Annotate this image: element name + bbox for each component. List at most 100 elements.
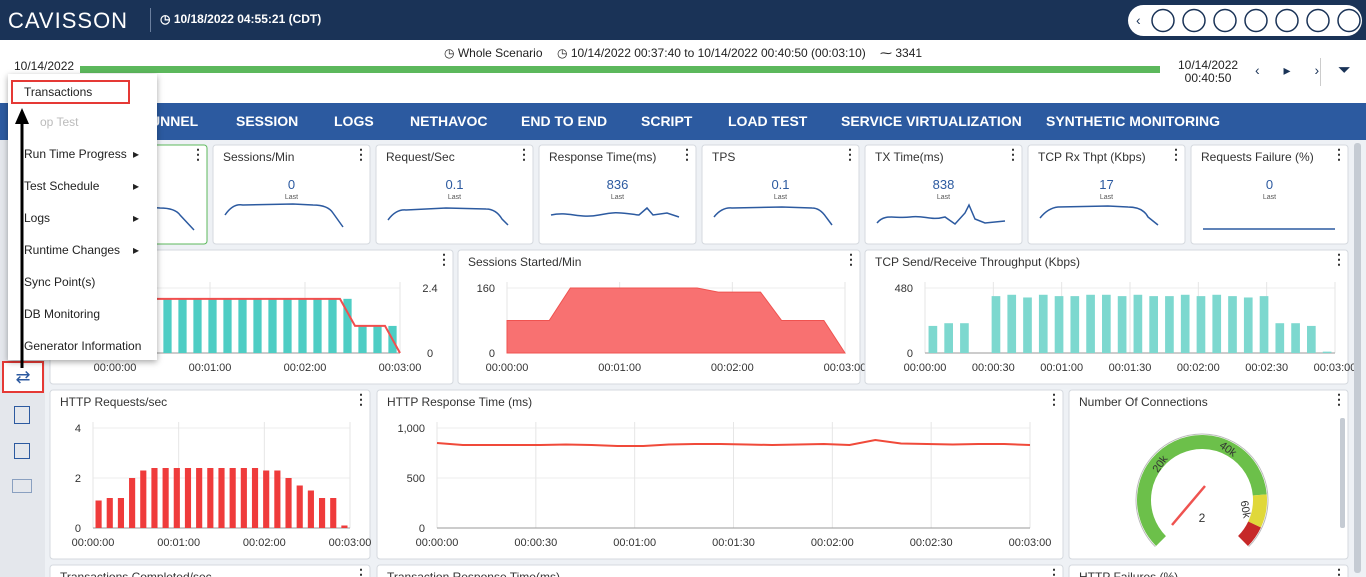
y-tick-label: 2.4 xyxy=(422,283,437,295)
x-tick-label: 00:02:30 xyxy=(910,537,953,549)
bar xyxy=(373,325,382,353)
kpi-frame xyxy=(538,144,697,245)
clock: ◷ 10/18/2022 04:55:21 (CDT) xyxy=(160,12,322,26)
scrollbar xyxy=(1340,418,1345,528)
doc-icon[interactable] xyxy=(14,406,30,424)
end-date: 10/14/2022 xyxy=(1178,58,1239,72)
bar xyxy=(298,298,307,353)
x-tick-label: 00:00:00 xyxy=(94,362,137,374)
kpi-value: 0.1 xyxy=(771,177,789,192)
nav-item[interactable]: SCRIPT xyxy=(641,113,693,129)
count: ⁓ 3341 xyxy=(880,46,923,60)
menu-item[interactable]: Runtime Changes ▸ xyxy=(24,240,149,260)
kpi-frame xyxy=(1027,144,1186,245)
clock-text: 10/18/2022 04:55:21 (CDT) xyxy=(173,12,322,26)
menu-item[interactable]: Sync Point(s) xyxy=(24,272,149,292)
bar xyxy=(1054,296,1064,353)
bar xyxy=(928,325,938,353)
icon[interactable] xyxy=(1213,8,1237,33)
bar xyxy=(251,468,259,528)
nav-item[interactable]: SYNTHETIC MONITORING xyxy=(1046,113,1220,129)
bar xyxy=(184,468,192,528)
x-tick-label: 00:03:00 xyxy=(379,362,422,374)
kpi-menu: ⋮ xyxy=(843,146,857,162)
nav-item[interactable]: SERVICE VIRTUALIZATION xyxy=(841,113,1022,129)
kpi-value: 838 xyxy=(933,177,955,192)
icon[interactable] xyxy=(1337,8,1361,33)
menu-item[interactable]: Generator Information xyxy=(24,336,149,356)
panel-title: Transaction Response Time(ms) xyxy=(387,570,560,577)
icon[interactable] xyxy=(1182,8,1206,33)
scenario[interactable]: ◷ Whole Scenario xyxy=(444,46,543,60)
toolbar[interactable]: ‹ xyxy=(1128,5,1362,36)
divider xyxy=(1320,58,1321,86)
nav-item[interactable]: NETHAVOC xyxy=(410,113,488,129)
filter-icon[interactable]: ⏷ xyxy=(1338,62,1351,79)
kpi-sub: Last xyxy=(285,194,298,201)
menu-item[interactable]: Test Schedule ▸ xyxy=(24,176,149,196)
menu-item[interactable]: Run Time Progress ▸ xyxy=(24,144,149,164)
kpi-menu: ⋮ xyxy=(1332,146,1346,162)
kpi-value: 17 xyxy=(1099,177,1113,192)
x-tick-label: 00:03:00 xyxy=(329,537,372,549)
menu-label: Transactions xyxy=(24,85,93,99)
bar xyxy=(223,298,232,353)
x-tick-label: 00:00:00 xyxy=(486,362,529,374)
divider xyxy=(150,8,151,32)
bar xyxy=(328,298,337,353)
kpi-title: Requests Failure (%) xyxy=(1201,150,1314,164)
kpi-card: TX Time(ms) ⋮ 838 Last xyxy=(864,144,1023,245)
timeline-bar[interactable] xyxy=(80,66,1160,73)
x-tick-label: 00:02:00 xyxy=(243,537,286,549)
sparkline xyxy=(109,204,195,231)
panel-menu: ⋮ xyxy=(1332,566,1346,577)
x-tick-label: 00:03:00 xyxy=(824,362,867,374)
bar xyxy=(1038,294,1048,353)
menu-item[interactable]: DB Monitoring xyxy=(24,304,149,324)
icon[interactable] xyxy=(1306,8,1330,33)
start-date: 10/14/2022 xyxy=(14,59,75,73)
x-tick-label: 00:03:00 xyxy=(1009,537,1052,549)
kpi-menu: ⋮ xyxy=(1169,146,1183,162)
card-icon[interactable] xyxy=(12,479,32,493)
y-tick-label: 500 xyxy=(407,473,425,485)
bar xyxy=(173,468,180,528)
panel-menu: ⋮ xyxy=(354,566,368,577)
panel xyxy=(376,564,1064,577)
y-tick-label: 0 xyxy=(427,348,433,360)
x-tick-label: 00:01:30 xyxy=(1109,362,1152,374)
nav-item[interactable]: LOGS xyxy=(334,113,374,129)
bar xyxy=(1196,296,1206,353)
save-icon[interactable] xyxy=(14,443,30,459)
sparkline xyxy=(387,207,509,226)
bar xyxy=(117,498,125,528)
kpi-menu: ⋮ xyxy=(680,146,694,162)
icon[interactable] xyxy=(1275,8,1299,33)
x-tick-label: 00:01:00 xyxy=(1040,362,1083,374)
menu-item[interactable]: Transactions xyxy=(11,80,130,104)
collapse-icon[interactable]: ‹ xyxy=(1136,12,1141,28)
x-tick-label: 00:00:30 xyxy=(972,362,1015,374)
bar xyxy=(129,478,136,528)
toolbar-icons: ‹ xyxy=(1136,8,1361,33)
nav-item[interactable]: LOAD TEST xyxy=(728,113,808,129)
bar xyxy=(1133,294,1143,353)
kpi-value: 0.1 xyxy=(445,177,463,192)
bar xyxy=(1307,325,1316,353)
bar xyxy=(1023,297,1032,353)
icon[interactable] xyxy=(1151,8,1175,33)
kpi-sub: Last xyxy=(1263,194,1276,201)
nav-item[interactable]: UNNEL xyxy=(150,113,199,129)
kpi-menu: ⋮ xyxy=(1006,146,1020,162)
kpi-card: Requests Failure (%) ⋮ 0 Last xyxy=(1190,144,1349,245)
nav-arrows[interactable]: ‹ ▸ › xyxy=(1255,62,1330,78)
bar xyxy=(1275,323,1285,353)
y-tick-label: 480 xyxy=(895,283,913,295)
range: ◷ 10/14/2022 00:37:40 to 10/14/2022 00:4… xyxy=(557,46,866,60)
nav-item[interactable]: SESSION xyxy=(236,113,299,129)
icon[interactable] xyxy=(1244,8,1268,33)
bar xyxy=(341,525,348,528)
panel-menu: ⋮ xyxy=(844,251,858,267)
nav-item[interactable]: END TO END xyxy=(521,113,608,129)
menu-item[interactable]: Logs ▸ xyxy=(24,208,149,228)
